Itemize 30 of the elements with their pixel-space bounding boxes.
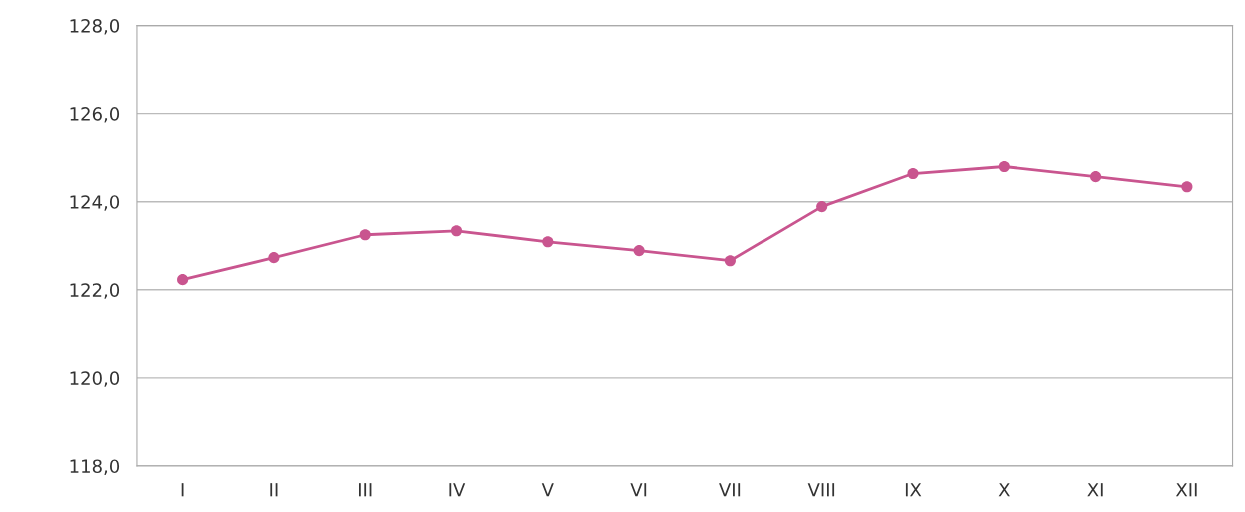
y-tick-label: 128,0 bbox=[70, 19, 120, 35]
point bbox=[359, 229, 371, 241]
x-tick-label: VIII bbox=[807, 483, 835, 497]
x-tick-label: X bbox=[998, 483, 1010, 497]
point bbox=[450, 225, 463, 237]
point bbox=[542, 236, 554, 248]
point bbox=[177, 274, 189, 286]
point bbox=[724, 255, 736, 267]
y-tick-label: 122,0 bbox=[70, 283, 120, 299]
point bbox=[998, 160, 1010, 173]
point bbox=[1181, 181, 1193, 193]
point bbox=[907, 167, 919, 180]
x-tick-label: XII bbox=[1175, 483, 1197, 497]
y-tick-label: 118,0 bbox=[70, 459, 120, 475]
point bbox=[1090, 171, 1102, 183]
point bbox=[268, 252, 280, 264]
x-tick-label: IV bbox=[449, 483, 466, 497]
x-tick-label: I bbox=[181, 483, 184, 497]
y-tick-label: 124,0 bbox=[70, 195, 120, 211]
point bbox=[633, 245, 645, 257]
x-tick-label: IX bbox=[905, 483, 922, 497]
point bbox=[816, 201, 828, 213]
x-tick-label: III bbox=[358, 483, 372, 497]
x-tick-label: XI bbox=[1087, 483, 1103, 497]
x-tick-label: VI bbox=[630, 483, 647, 497]
x-tick-label: II bbox=[270, 483, 278, 497]
y-tick-label: 120,0 bbox=[70, 371, 120, 387]
x-tick-label: VII bbox=[719, 483, 741, 497]
y-tick-label: 126,0 bbox=[70, 107, 120, 123]
x-tick-label: V bbox=[541, 483, 554, 497]
